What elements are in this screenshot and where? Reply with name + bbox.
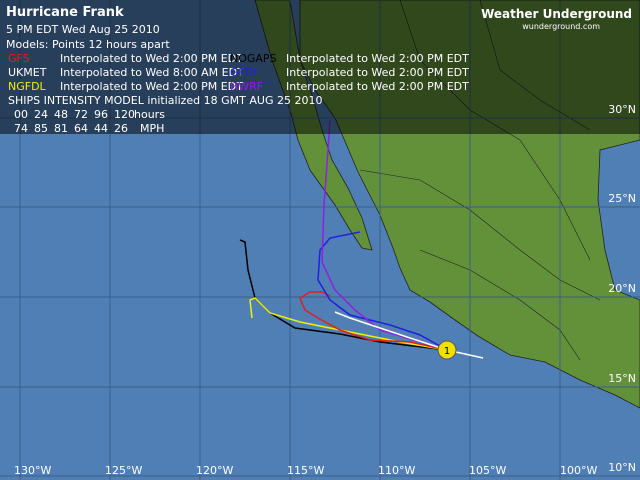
lon-label: 115°W <box>287 464 324 477</box>
models-note: Models: Points 12 hours apart <box>6 38 170 51</box>
lat-label: 25°N <box>608 192 636 205</box>
lon-label: 130°W <box>14 464 51 477</box>
gfdl-track <box>317 231 448 351</box>
ships-speed-unit: MPH <box>140 122 164 135</box>
model-name: HWRF <box>230 80 263 93</box>
lon-label: 105°W <box>469 464 506 477</box>
model-note: Interpolated to Wed 8:00 AM EDT <box>60 66 244 79</box>
model-name: GFS <box>8 52 30 65</box>
ships-speed: 85 <box>34 122 48 135</box>
model-note: Interpolated to Wed 2:00 PM EDT <box>286 52 469 65</box>
lon-label: 110°W <box>378 464 415 477</box>
lon-label: 100°W <box>560 464 597 477</box>
header-band <box>0 0 640 134</box>
ships-hour: 120 <box>114 108 135 121</box>
logo-name: Weather Underground <box>481 7 632 21</box>
gfs-track <box>299 291 448 351</box>
lat-label: 15°N <box>608 372 636 385</box>
lon-label: 120°W <box>196 464 233 477</box>
model-note: Interpolated to Wed 2:00 PM EDT <box>60 52 243 65</box>
model-name: GFDL <box>230 66 260 79</box>
ships-speed: 44 <box>94 122 108 135</box>
title: Hurricane Frank <box>6 5 124 20</box>
lat-label: 20°N <box>608 282 636 295</box>
ships-speed: 26 <box>114 122 128 135</box>
ships-hours-unit: hours <box>134 108 165 121</box>
issued: 5 PM EDT Wed Aug 25 2010 <box>6 23 160 36</box>
ships-speed: 64 <box>74 122 88 135</box>
model-name: NOGAPS <box>230 52 277 65</box>
model-note: Interpolated to Wed 2:00 PM EDT <box>60 80 243 93</box>
lat-label: 10°N <box>608 461 636 474</box>
ships-hour: 24 <box>34 108 48 121</box>
model-note: Interpolated to Wed 2:00 PM EDT <box>286 80 469 93</box>
storm-icon <box>437 340 457 360</box>
lat-label: 30°N <box>608 103 636 116</box>
ships-speed: 81 <box>54 122 68 135</box>
storm-label: 1 <box>444 346 450 357</box>
ships-speed: 74 <box>14 122 28 135</box>
model-name: UKMET <box>8 66 47 79</box>
model-note: Interpolated to Wed 2:00 PM EDT <box>286 66 469 79</box>
ships-hour: 00 <box>14 108 28 121</box>
ships-hour: 48 <box>54 108 68 121</box>
lon-label: 125°W <box>105 464 142 477</box>
logo-site: wunderground.com <box>522 22 600 31</box>
ships-hour: 72 <box>74 108 88 121</box>
model-name: NGFDL <box>8 80 47 93</box>
ships-hour: 96 <box>94 108 108 121</box>
ngfdl-track <box>249 297 448 351</box>
ships-title: SHIPS INTENSITY MODEL initialized 18 GMT… <box>8 94 322 107</box>
